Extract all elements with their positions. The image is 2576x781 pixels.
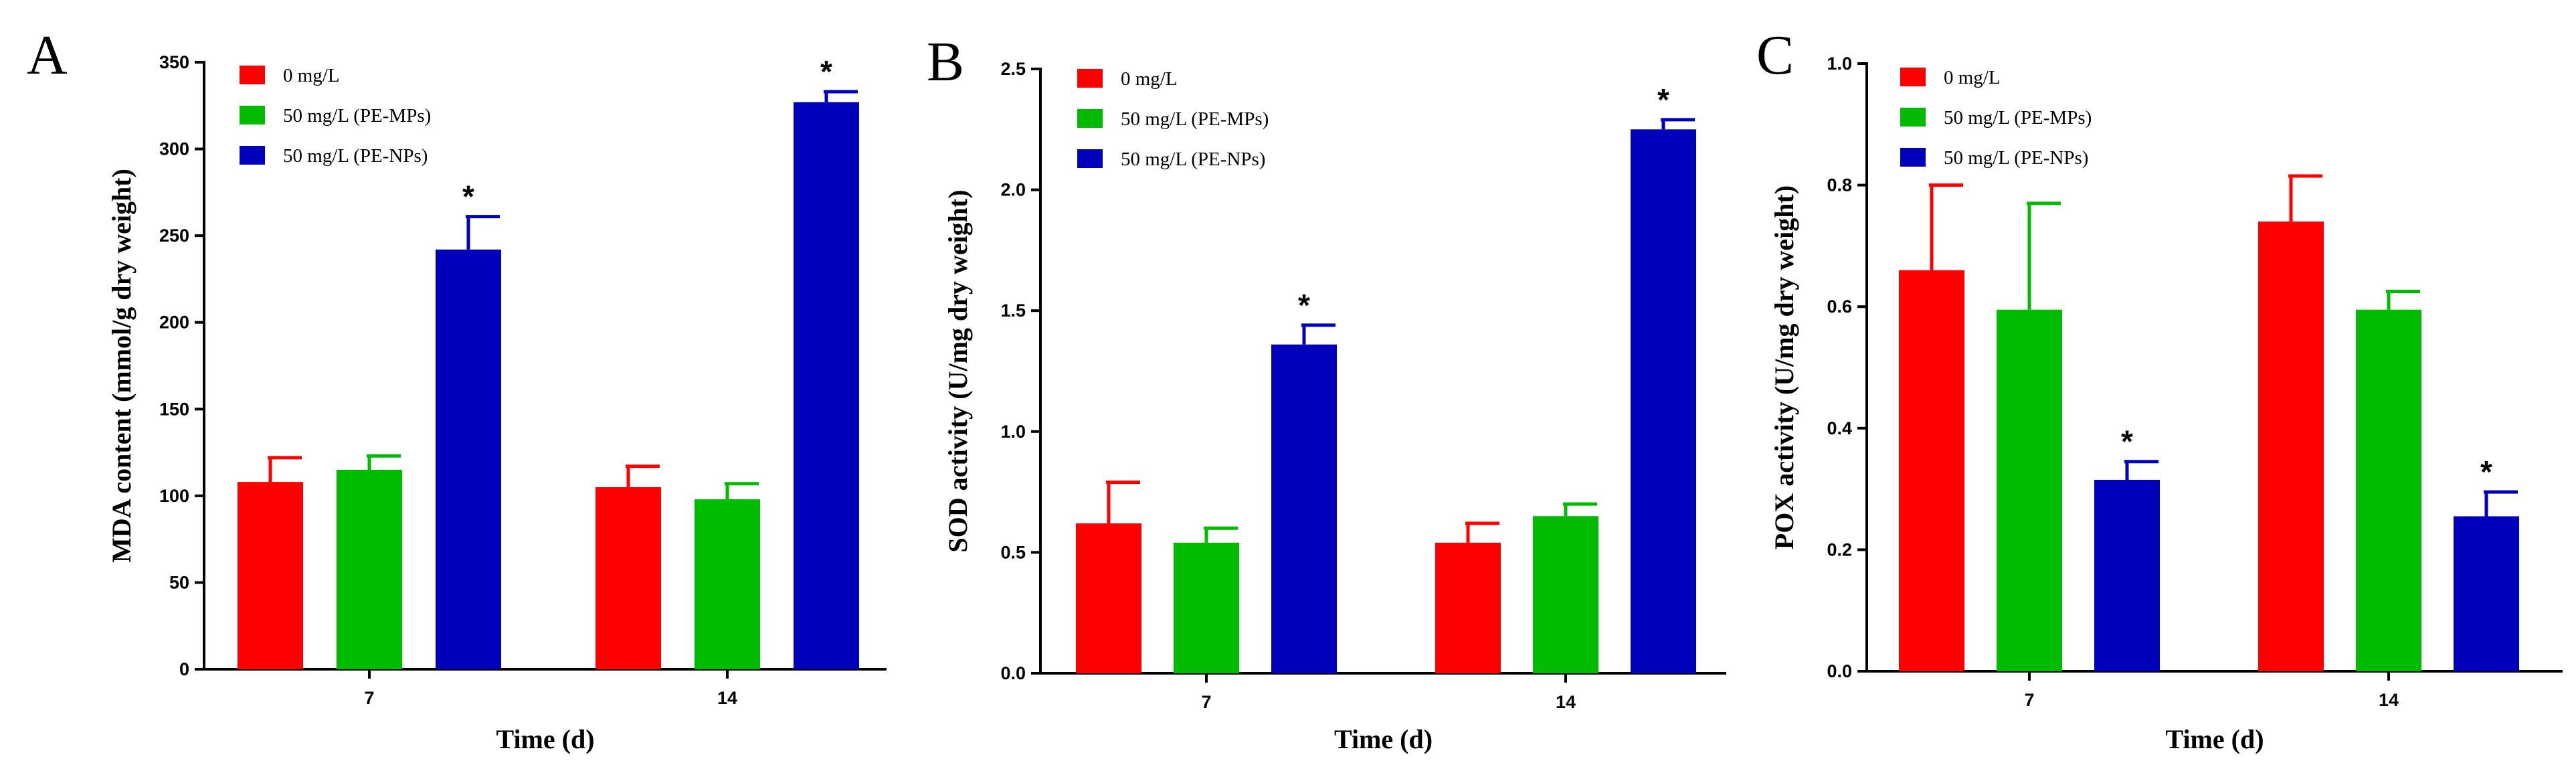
legend-swatch (1077, 109, 1103, 128)
y-tick-label: 1.0 (1000, 422, 1026, 442)
legend-swatch (1900, 68, 1926, 86)
y-tick-label: 0 (179, 659, 189, 679)
y-tick-label: 2.5 (1000, 59, 1026, 79)
legend-label: 50 mg/L (PE-MPs) (283, 105, 431, 126)
legend-label: 50 mg/L (PE-MPs) (1121, 108, 1269, 130)
legend-label: 0 mg/L (1121, 68, 1178, 90)
y-tick-label: 0.8 (1827, 175, 1852, 195)
y-tick-label: 250 (159, 226, 189, 246)
y-tick-label: 350 (159, 52, 189, 72)
legend: 0 mg/L 50 mg/L (PE-MPs) 50 mg/L (PE-NPs) (240, 65, 431, 167)
legend-label: 50 mg/L (PE-NPs) (1944, 147, 2088, 169)
panel-label: B (927, 31, 964, 93)
legend-label: 50 mg/L (PE-NPs) (283, 145, 428, 167)
bar (1899, 270, 1964, 672)
bar (1631, 129, 1696, 674)
bar (238, 482, 303, 669)
bar (337, 469, 402, 669)
panel-a: A 0 50 100 150 200 250 300 350 MDA content (mmol/… (27, 24, 887, 754)
bar (1271, 344, 1337, 673)
bar (794, 102, 859, 670)
legend-swatch (240, 146, 265, 165)
y-tick-label: 0.5 (1000, 542, 1026, 562)
y-tick-label: 0.0 (1000, 663, 1026, 683)
y-tick-label: 200 (159, 313, 189, 333)
y-axis-title: SOD activity (U/mg dry weight) (943, 189, 973, 552)
y-tick-label: 0.0 (1827, 661, 1852, 681)
bar (1997, 309, 2062, 671)
legend-label: 50 mg/L (PE-MPs) (1944, 107, 2092, 128)
x-tick-label: 14 (1556, 692, 1576, 712)
bar (595, 487, 661, 669)
panel-label: A (27, 24, 68, 86)
x-tick-label: 7 (364, 688, 374, 708)
x-tick-label: 14 (717, 688, 737, 708)
bar (2356, 309, 2421, 671)
y-tick-label: 50 (169, 572, 189, 592)
bar (1076, 523, 1141, 673)
bar (2258, 222, 2324, 672)
panel-b: B 0.0 0.5 1.0 1.5 2.0 2.5 SOD activity (U/mg dr… (927, 31, 1726, 754)
panel-c: C 0.0 0.2 0.4 0.6 0.8 1.0 POX activity (U/mg dr… (1756, 24, 2563, 754)
x-axis-title: Time (d) (496, 724, 594, 754)
y-tick-label: 1.0 (1827, 54, 1852, 74)
bar (695, 499, 760, 669)
y-tick-label: 2.0 (1000, 180, 1026, 200)
significance-star: * (2480, 454, 2492, 489)
y-tick-label: 1.5 (1000, 300, 1026, 321)
x-axis-title: Time (d) (2165, 724, 2264, 754)
legend-label: 50 mg/L (PE-NPs) (1121, 149, 1265, 170)
y-axis-title: POX activity (U/mg dry weight) (1769, 185, 1799, 549)
legend: 0 mg/L 50 mg/L (PE-MPs) 50 mg/L (PE-NPs) (1900, 67, 2092, 169)
legend-swatch (1900, 148, 1926, 167)
y-tick-label: 0.2 (1827, 539, 1852, 559)
significance-star: * (1657, 82, 1669, 117)
y-tick-label: 150 (159, 399, 189, 419)
legend-label: 0 mg/L (1944, 67, 2001, 88)
y-tick-label: 100 (159, 486, 189, 506)
legend-swatch (1077, 69, 1103, 88)
bar (2454, 516, 2519, 671)
x-tick-label: 14 (2379, 690, 2399, 710)
significance-star: * (820, 54, 832, 89)
bar (1435, 542, 1501, 673)
bar (436, 249, 501, 670)
x-axis-title: Time (d) (1334, 724, 1433, 754)
y-axis-title: MDA content (mmol/g dry weight) (106, 169, 136, 563)
bar (1533, 516, 1598, 673)
panel-label: C (1756, 24, 1794, 86)
legend-swatch (240, 66, 265, 84)
x-tick-label: 7 (1201, 692, 1211, 712)
bar (1174, 542, 1239, 673)
significance-star: * (2121, 424, 2133, 459)
y-tick-label: 0.6 (1827, 296, 1852, 317)
legend-label: 0 mg/L (283, 65, 340, 86)
legend-swatch (1077, 149, 1103, 168)
legend-swatch (240, 106, 265, 124)
y-tick-label: 300 (159, 139, 189, 159)
legend-swatch (1900, 108, 1926, 126)
x-tick-label: 7 (2024, 690, 2034, 710)
y-tick-label: 0.4 (1827, 418, 1852, 438)
legend: 0 mg/L 50 mg/L (PE-MPs) 50 mg/L (PE-NPs) (1077, 68, 1269, 170)
bar (2094, 479, 2160, 671)
significance-star: * (1298, 288, 1310, 323)
significance-star: * (462, 179, 474, 214)
